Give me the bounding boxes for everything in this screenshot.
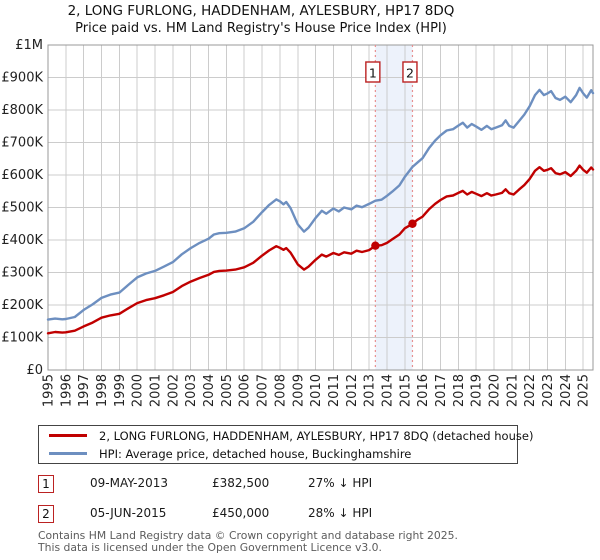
chart-legend: 2, LONG FURLONG, HADDENHAM, AYLESBURY, H… — [38, 425, 533, 464]
legend-swatch-hpi-line — [49, 452, 87, 455]
legend-label-hpi: HPI: Average price, detached house, Buck… — [99, 446, 412, 461]
footer-license-line-1: Contains HM Land Registry data © Crown c… — [38, 529, 458, 542]
svg-text:2012: 2012 — [345, 374, 360, 407]
svg-text:2008: 2008 — [273, 374, 288, 407]
svg-text:2005: 2005 — [220, 374, 235, 407]
footer-license-line-2: This data is licensed under the Open Gov… — [38, 541, 382, 554]
svg-text:2009: 2009 — [291, 374, 306, 407]
transaction-1-date: 09-MAY-2013 — [90, 476, 169, 490]
svg-text:2010: 2010 — [309, 374, 324, 407]
svg-text:2004: 2004 — [202, 374, 217, 407]
svg-text:£300K: £300K — [1, 266, 43, 281]
svg-text:2000: 2000 — [131, 374, 146, 407]
svg-text:2001: 2001 — [149, 374, 164, 407]
svg-text:£100K: £100K — [1, 331, 43, 346]
svg-text:£900K: £900K — [1, 71, 43, 86]
svg-text:2015: 2015 — [398, 374, 413, 407]
svg-text:2024: 2024 — [559, 374, 574, 407]
transaction-1-hpi-delta: 27% ↓ HPI — [308, 476, 373, 490]
legend-item-property: 2, LONG FURLONG, HADDENHAM, AYLESBURY, H… — [39, 427, 533, 445]
svg-text:£700K: £700K — [1, 136, 43, 151]
svg-text:£0: £0 — [26, 363, 43, 378]
svg-text:1998: 1998 — [95, 374, 110, 407]
svg-text:2023: 2023 — [541, 374, 556, 407]
transaction-2-price: £450,000 — [212, 506, 270, 520]
transaction-2-badge: 2 — [38, 505, 54, 523]
svg-text:2018: 2018 — [452, 374, 467, 407]
svg-text:2003: 2003 — [184, 374, 199, 407]
legend-swatch-property-line — [49, 434, 87, 437]
svg-text:2006: 2006 — [238, 374, 253, 407]
svg-text:£500K: £500K — [1, 201, 43, 216]
transaction-1-badge: 1 — [38, 475, 54, 493]
svg-text:2020: 2020 — [487, 374, 502, 407]
legend-label-property: 2, LONG FURLONG, HADDENHAM, AYLESBURY, H… — [99, 428, 534, 443]
svg-text:2013: 2013 — [363, 374, 378, 407]
svg-text:£600K: £600K — [1, 168, 43, 183]
svg-text:£200K: £200K — [1, 298, 43, 313]
page-subtitle: Price paid vs. HM Land Registry's House … — [75, 21, 447, 36]
page-title: 2, LONG FURLONG, HADDENHAM, AYLESBURY, H… — [67, 3, 455, 19]
price-chart-canvas: 1 2 £0 £100K £200K £300K £400K £500K £600K £700K £… — [1, 38, 595, 407]
svg-text:£400K: £400K — [1, 233, 43, 248]
svg-text:2011: 2011 — [327, 374, 342, 407]
svg-text:1: 1 — [369, 66, 377, 81]
svg-text:£1M: £1M — [15, 38, 43, 53]
svg-text:£800K: £800K — [1, 103, 43, 118]
svg-text:2007: 2007 — [256, 374, 271, 407]
svg-text:1996: 1996 — [59, 374, 74, 407]
svg-text:2019: 2019 — [470, 374, 485, 407]
svg-text:2017: 2017 — [434, 374, 449, 407]
svg-text:1999: 1999 — [113, 374, 128, 407]
svg-text:2025: 2025 — [577, 374, 592, 407]
svg-text:1997: 1997 — [77, 374, 92, 407]
svg-text:2014: 2014 — [380, 374, 395, 407]
svg-text:2022: 2022 — [523, 374, 538, 407]
transaction-2-hpi-delta: 28% ↓ HPI — [308, 506, 373, 520]
transaction-2-date: 05-JUN-2015 — [90, 506, 167, 520]
svg-text:2016: 2016 — [416, 374, 431, 407]
svg-text:2: 2 — [406, 66, 414, 81]
svg-text:2002: 2002 — [166, 374, 181, 407]
svg-text:1995: 1995 — [42, 374, 57, 407]
svg-text:2021: 2021 — [505, 374, 520, 407]
transaction-1-price: £382,500 — [212, 476, 270, 490]
legend-item-hpi: HPI: Average price, detached house, Buck… — [39, 445, 517, 463]
